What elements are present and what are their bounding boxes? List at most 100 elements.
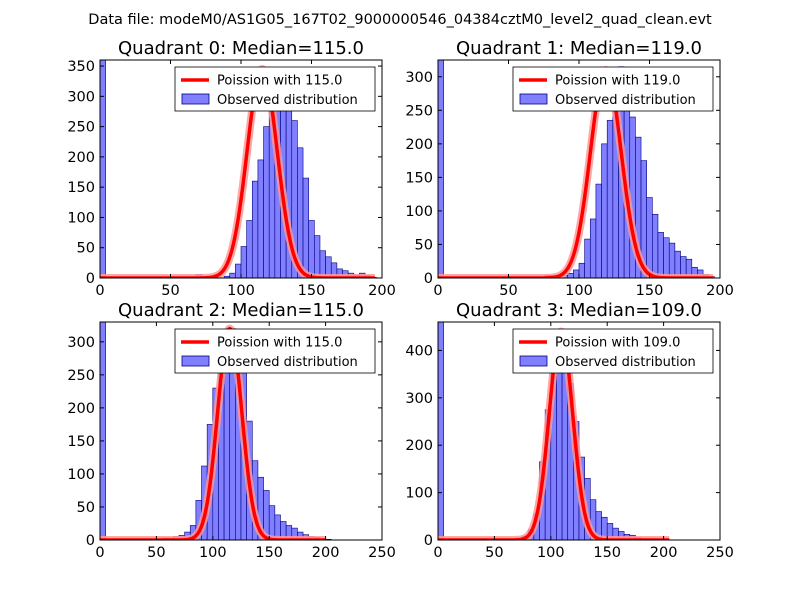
y-tick-label: 0 <box>86 533 95 549</box>
histogram-bar <box>652 213 659 278</box>
legend-line-label: Poission with 115.0 <box>217 74 342 89</box>
histogram-bar <box>257 159 264 278</box>
y-tick-label: 0 <box>424 533 433 549</box>
y-tick-label: 100 <box>405 486 433 502</box>
histogram-bar <box>668 242 676 278</box>
y-tick-label: 0 <box>86 271 95 287</box>
legend: Poission with 115.0 Observed distribution <box>174 328 376 374</box>
y-tick-label: 400 <box>405 343 433 359</box>
x-tick-label: 50 <box>499 283 517 299</box>
legend: Poission with 109.0 Observed distribution <box>512 328 714 374</box>
histogram-bar <box>674 250 681 278</box>
chart-panel-0: Quadrant 0: Median=115.0 0 50 100 150 200 0 50 1… <box>67 38 396 299</box>
histogram-bar <box>314 235 321 278</box>
chart-panel-1: Quadrant 1: Median=119.0 0 50 100 150 200 0 50 1… <box>405 38 734 299</box>
histogram-bar <box>657 232 664 278</box>
y-tick-label: 300 <box>405 391 433 407</box>
histogram-bar <box>438 322 444 540</box>
histogram-bar <box>100 60 106 278</box>
y-tick-label: 250 <box>67 368 95 384</box>
panels-container: Quadrant 0: Median=115.0 0 50 100 150 200 0 50 1… <box>67 38 734 561</box>
histogram-bar <box>302 177 309 278</box>
legend-bar-swatch <box>181 93 210 105</box>
histogram-bar <box>595 183 602 278</box>
histogram-bar <box>235 263 242 278</box>
legend-bar-swatch <box>181 355 210 367</box>
y-tick-label: 200 <box>67 150 95 166</box>
legend-line-label: Poission with 115.0 <box>217 336 342 351</box>
x-tick-label: 150 <box>636 283 664 299</box>
histogram-bar <box>663 237 670 278</box>
y-tick-label: 250 <box>67 120 95 136</box>
legend-line-label: Poission with 109.0 <box>555 336 680 351</box>
panel-title: Quadrant 2: Median=115.0 <box>118 300 364 321</box>
histogram-bar <box>578 262 585 278</box>
histogram-bar <box>573 269 580 278</box>
y-tick-label: 350 <box>67 59 95 75</box>
histogram-bar <box>100 322 106 540</box>
x-tick-label: 200 <box>312 545 340 561</box>
y-tick-label: 50 <box>77 241 95 257</box>
x-tick-label: 150 <box>298 283 326 299</box>
y-tick-label: 100 <box>67 210 95 226</box>
x-tick-label: 50 <box>161 283 179 299</box>
legend-bar-label: Observed distribution <box>217 355 358 370</box>
axes-frame <box>437 321 721 541</box>
x-tick-label: 100 <box>537 545 565 561</box>
y-tick-label: 300 <box>67 89 95 105</box>
y-tick-label: 200 <box>405 438 433 454</box>
y-tick-label: 300 <box>405 70 433 86</box>
legend-bar-swatch <box>519 355 548 367</box>
x-tick-label: 50 <box>485 545 503 561</box>
x-tick-label: 200 <box>368 283 396 299</box>
histogram-bar <box>308 220 315 278</box>
legend: Poission with 115.0 Observed distribution <box>174 66 376 112</box>
x-tick-label: 100 <box>227 283 255 299</box>
poisson-curve-group <box>100 324 330 540</box>
x-tick-label: 0 <box>95 283 104 299</box>
legend-bar-label: Observed distribution <box>217 93 358 108</box>
x-tick-label: 50 <box>147 545 165 561</box>
x-tick-label: 0 <box>433 283 442 299</box>
y-tick-label: 200 <box>405 137 433 153</box>
legend-line-label: Poission with 119.0 <box>555 74 680 89</box>
x-tick-label: 200 <box>706 283 734 299</box>
y-tick-label: 300 <box>67 335 95 351</box>
y-tick-label: 50 <box>415 237 433 253</box>
legend-bar-swatch <box>519 93 548 105</box>
axes-frame <box>99 321 383 541</box>
panel-title: Quadrant 0: Median=115.0 <box>118 38 364 59</box>
y-tick-label: 100 <box>67 467 95 483</box>
y-tick-label: 150 <box>405 170 433 186</box>
chart-panel-2: Quadrant 2: Median=115.0 0 50 100 150 200 250 0… <box>67 300 396 561</box>
histogram-bar <box>589 218 597 278</box>
x-tick-label: 250 <box>706 545 734 561</box>
chart-panel-3: Quadrant 3: Median=109.0 0 50 100 150 200 250 0… <box>405 300 734 561</box>
x-tick-label: 100 <box>565 283 593 299</box>
x-tick-label: 200 <box>650 545 678 561</box>
legend: Poission with 119.0 Observed distribution <box>512 66 714 112</box>
x-tick-label: 250 <box>368 545 396 561</box>
histogram-bar <box>240 246 247 278</box>
histogram-bar <box>251 180 259 278</box>
histogram-bar <box>697 269 704 278</box>
histogram-bar <box>567 273 574 278</box>
x-tick-label: 0 <box>433 545 442 561</box>
histogram-bar <box>646 197 653 278</box>
y-tick-label: 50 <box>77 500 95 516</box>
x-tick-label: 100 <box>199 545 227 561</box>
x-tick-label: 0 <box>95 545 104 561</box>
x-tick-label: 150 <box>255 545 283 561</box>
histogram-bar <box>229 272 236 278</box>
histogram-bar <box>438 60 444 278</box>
histogram-bar <box>268 505 276 540</box>
y-tick-label: 100 <box>405 204 433 220</box>
x-tick-label: 150 <box>593 545 621 561</box>
y-tick-label: 150 <box>67 180 95 196</box>
y-tick-label: 250 <box>405 103 433 119</box>
y-tick-label: 200 <box>67 401 95 417</box>
figure-suptitle: Data file: modeM0/AS1G05_167T02_90000005… <box>88 12 712 28</box>
histogram-bar <box>606 120 614 278</box>
histogram-bar <box>584 238 591 278</box>
